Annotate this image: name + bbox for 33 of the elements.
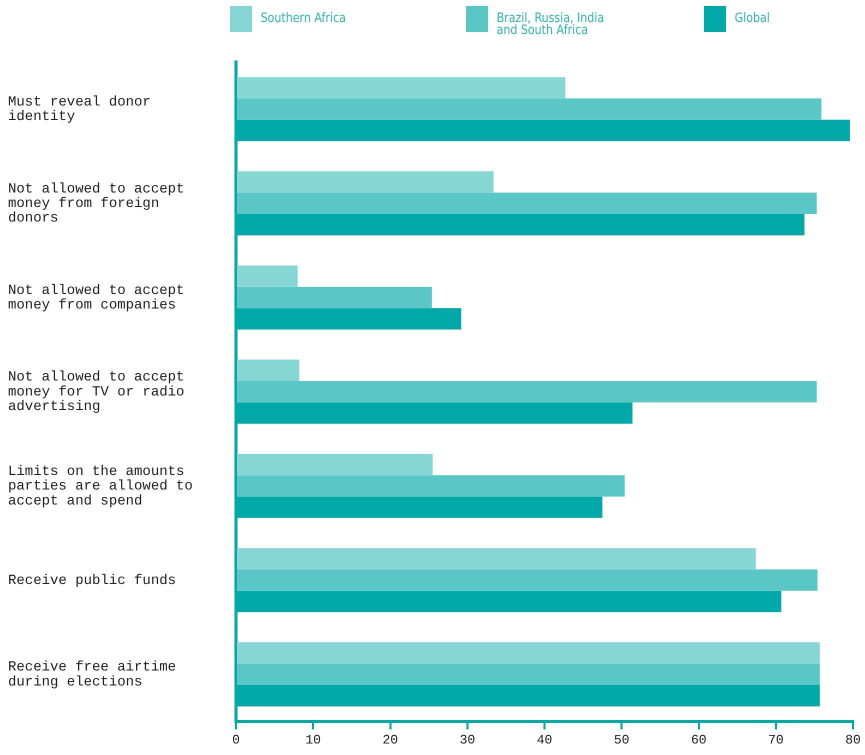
bar <box>237 192 817 214</box>
y-tick-label: Receive free airtime during elections <box>8 660 176 690</box>
bar <box>237 98 822 120</box>
x-tick-label: 60 <box>690 732 707 748</box>
bar <box>237 286 432 308</box>
x-tick-label: 30 <box>460 732 476 748</box>
x-tick-label: 50 <box>614 732 630 748</box>
bar <box>237 569 818 591</box>
legend-label: Global <box>734 10 770 26</box>
bar <box>237 548 756 570</box>
y-tick-label: Not allowed to accept money from companies <box>8 282 184 314</box>
x-tick-label: 20 <box>382 732 398 748</box>
x-tick-label: 10 <box>305 732 321 748</box>
bar <box>237 454 433 476</box>
bar <box>237 171 494 193</box>
bar <box>237 381 817 402</box>
x-tick-label: 70 <box>768 732 784 748</box>
bar <box>237 642 820 664</box>
y-tick-label: Limits on the amounts parties are allowed to accept and spend <box>8 464 193 510</box>
x-tick-label: 40 <box>536 732 552 748</box>
legend-label: Brazil, Russia, India and South Africa <box>496 10 606 38</box>
y-tick-label: Not allowed to accept money for TV or radio advertising <box>8 370 184 416</box>
bar <box>237 664 820 685</box>
y-tick-label: Receive public funds <box>8 572 176 589</box>
y-tick-label: Must reveal donor identity <box>8 94 151 126</box>
x-tick-label: 0 <box>232 732 240 748</box>
bar <box>237 360 300 382</box>
x-tick-label: 80 <box>845 732 861 748</box>
bar <box>237 475 625 497</box>
y-tick-label: Not allowed to accept money from foreign donors <box>8 181 184 227</box>
legend-label: Southern Africa <box>260 10 346 26</box>
bar <box>237 77 566 98</box>
bar <box>237 265 298 287</box>
